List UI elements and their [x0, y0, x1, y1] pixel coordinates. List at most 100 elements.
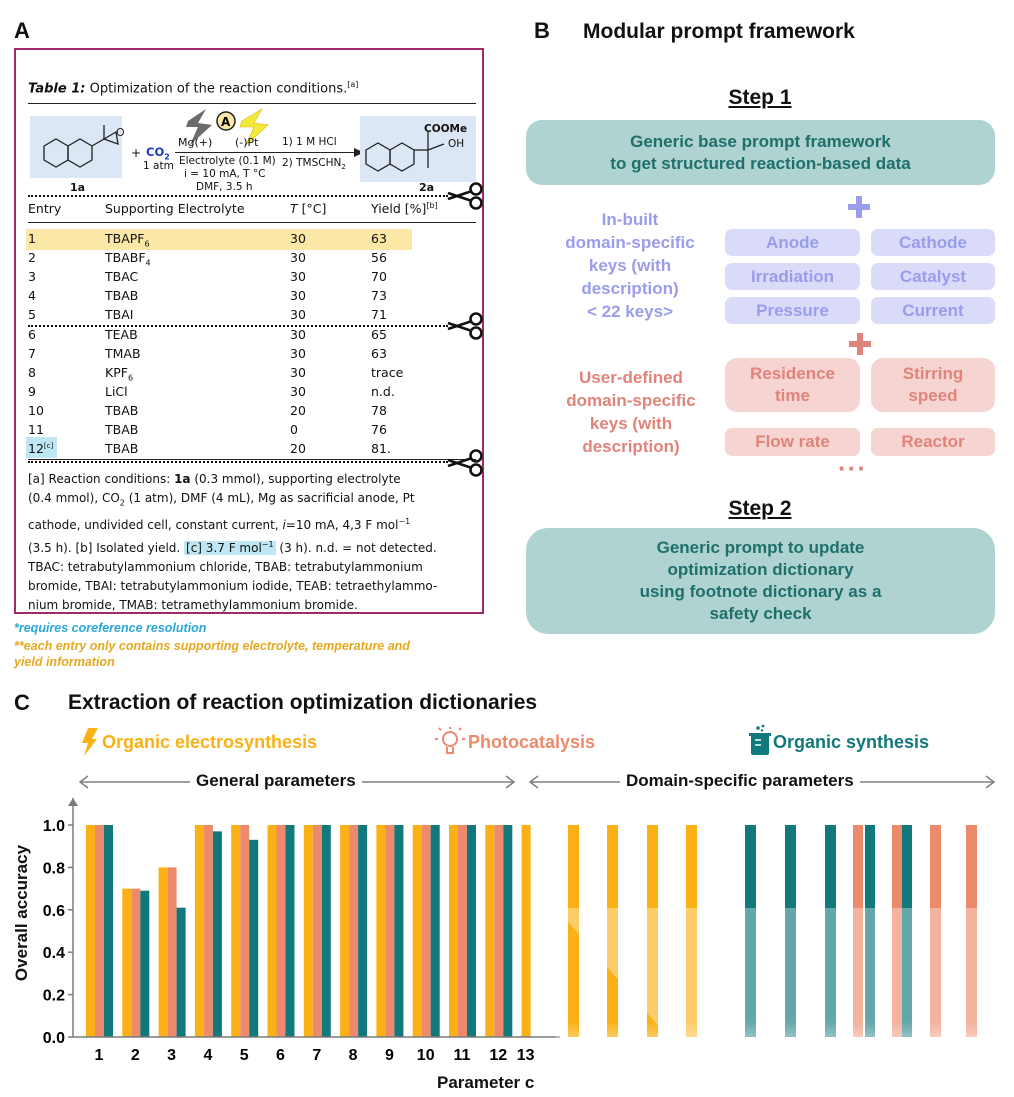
table-cell-temperature: 30 — [290, 269, 306, 284]
plus-icon — [848, 196, 870, 218]
y-tick-label: 0.0 — [43, 1030, 65, 1047]
bar — [276, 825, 286, 1037]
table-cell-entry: 5 — [28, 307, 36, 322]
user-keys-description: User-defined domain-specific keys (with des… — [566, 368, 696, 456]
bar — [358, 825, 368, 1037]
header-yield: Yield [%][b] — [371, 201, 438, 217]
workup-step1: 1) 1 M HCl — [282, 136, 337, 148]
table-cell-yield: 63 — [371, 231, 387, 246]
row-12-highlight — [26, 437, 57, 458]
bar — [340, 825, 350, 1037]
bar — [104, 825, 113, 1037]
table-cell-temperature: 30 — [290, 327, 306, 342]
reactant-structure-icon: O — [43, 125, 125, 168]
row-1-highlight — [26, 229, 412, 250]
x-tick-label: 9 — [385, 1047, 394, 1064]
domain-parameters-label: Domain-specific parameters — [620, 771, 860, 791]
bar — [449, 825, 458, 1037]
cut-line-3 — [28, 461, 448, 463]
footnote-line: bromide, TBAI: tetrabutylammonium iodide… — [28, 579, 438, 594]
key-reactor: Reactor — [871, 428, 995, 456]
table-cell-entry: 6 — [28, 327, 36, 342]
bar — [249, 839, 259, 1037]
header-rule — [28, 222, 476, 223]
table-title-sup: [a] — [347, 80, 359, 89]
panel-a-frame — [14, 48, 484, 614]
footnote-line: nium bromide, TMAB: tetramethylammonium … — [28, 598, 358, 613]
bar — [321, 825, 331, 1037]
bar — [122, 888, 132, 1037]
fade-wedge — [556, 908, 1014, 1097]
fade-overlay — [556, 928, 1014, 1097]
legend-photocatalysis: Photocatalysis — [468, 732, 596, 752]
key-residence-time: Residence time — [725, 358, 860, 412]
reactant-label: 1a — [70, 181, 86, 194]
bar — [312, 825, 322, 1037]
legend-organic-synthesis: Organic synthesis — [773, 732, 930, 752]
note-coreference: *requires coreference resolution — [14, 621, 207, 635]
bar — [176, 907, 186, 1037]
note-entry-content: **each entry only contains supporting el… — [14, 639, 410, 653]
header-temperature: T [°C] — [290, 201, 327, 216]
table-cell-entry: 12[c] — [28, 441, 54, 456]
bar — [303, 825, 313, 1037]
x-tick-label: 2 — [131, 1047, 140, 1064]
table-cell-entry: 4 — [28, 288, 36, 303]
table-cell-electrolyte: TBAB — [105, 441, 139, 456]
bar — [521, 825, 531, 1037]
bar — [485, 825, 495, 1037]
footnote-line: (0.4 mmol), CO2 (1 atm), DMF (4 mL), Mg … — [28, 491, 415, 508]
table-cell-temperature: 30 — [290, 231, 306, 246]
table-cell-yield: 73 — [371, 288, 387, 303]
plus-sign: + — [131, 146, 142, 160]
svg-text:A: A — [221, 115, 231, 129]
bar — [140, 890, 150, 1037]
table-cell-yield: 70 — [371, 269, 387, 284]
bar — [412, 825, 422, 1037]
table-cell-electrolyte: TBAB — [105, 288, 139, 303]
key-flow-rate: Flow rate — [725, 428, 860, 456]
table-cell-electrolyte: KPF6 — [105, 365, 134, 383]
bar — [86, 825, 95, 1037]
table-cell-entry: 1 — [28, 231, 36, 246]
footnote-line: [a] Reaction conditions: 1a (0.3 mmol), … — [28, 472, 401, 486]
condition-electrolyte: Electrolyte (0.1 M) — [179, 155, 276, 167]
table-cell-temperature: 20 — [290, 441, 306, 456]
table-cell-entry: 10 — [28, 403, 44, 418]
header-electrolyte: Supporting Electrolyte — [105, 201, 245, 216]
key-cathode: Cathode — [871, 229, 995, 256]
cut-line-1 — [28, 195, 448, 197]
anode-label: Mg(+) — [178, 136, 213, 149]
bar — [349, 825, 359, 1037]
svg-text:O: O — [116, 126, 125, 139]
cathode-label: (-)Pt — [235, 136, 259, 149]
reaction-arrowhead-icon — [354, 148, 364, 157]
more-keys-ellipsis: ··· — [838, 453, 867, 483]
x-tick-label: 1 — [95, 1047, 104, 1064]
table-cell-temperature: 30 — [290, 307, 306, 322]
table-cell-electrolyte: TBABF4 — [105, 250, 151, 268]
reactant-highlight — [30, 116, 122, 178]
table-cell-electrolyte: TBAI — [105, 307, 134, 322]
footnote-line: TBAC: tetrabutylammonium chloride, TBAB:… — [28, 560, 423, 575]
table-cell-temperature: 30 — [290, 288, 306, 303]
inbuilt-keys-description: In-built domain-specific keys (with descrip… — [565, 210, 695, 321]
table-cell-temperature: 30 — [290, 346, 306, 361]
table-cell-entry: 3 — [28, 269, 36, 284]
plus-icon — [849, 333, 871, 355]
table-cell-yield: 81. — [371, 441, 391, 456]
table-cell-entry: 11 — [28, 422, 44, 437]
table-cell-electrolyte: LiCl — [105, 384, 128, 399]
key-current: Current — [871, 297, 995, 324]
y-axis-label: Overall accuracy — [12, 844, 31, 982]
product-ester-label: COOMe — [424, 123, 468, 135]
table-cell-temperature: 30 — [290, 250, 306, 265]
product-label: 2a — [419, 181, 435, 194]
lightning-icon — [82, 728, 98, 756]
x-tick-label: 7 — [312, 1047, 321, 1064]
table-cell-yield: trace — [371, 365, 404, 380]
bar — [394, 825, 404, 1037]
table-cell-temperature: 0 — [290, 422, 298, 437]
y-tick-label: 0.2 — [43, 988, 65, 1005]
key-irradiation: Irradiation — [725, 263, 860, 290]
